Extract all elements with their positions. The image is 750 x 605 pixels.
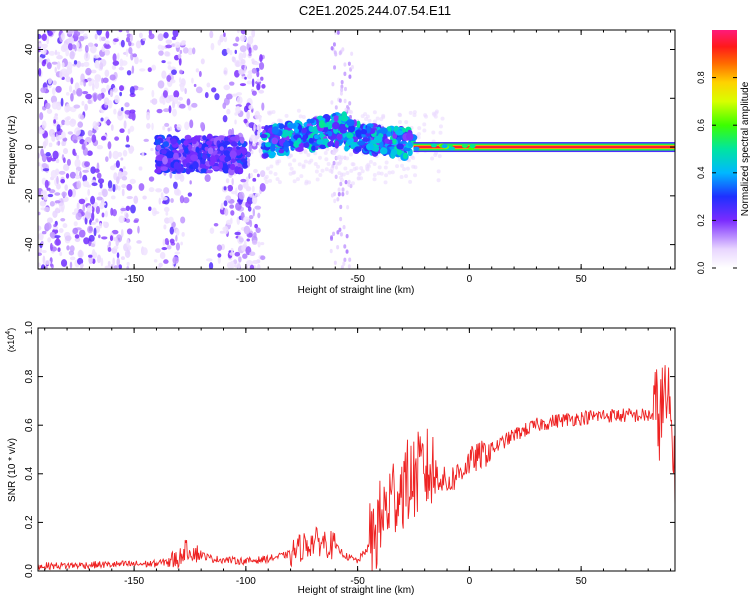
y-tick-label: 0.0 xyxy=(24,564,35,578)
snr-scale-label: (x104) xyxy=(5,328,16,352)
colorbar-tick-label: 0.4 xyxy=(696,167,706,180)
x-tick-label: 0 xyxy=(467,274,473,285)
y-tick-label: 0.6 xyxy=(24,418,35,432)
y-tick-label: 20 xyxy=(24,92,35,104)
y-tick-label: 0.8 xyxy=(24,369,35,383)
snr-ylabel: SNR (10 * v/v) xyxy=(7,438,18,502)
y-tick-label: -40 xyxy=(24,237,35,252)
x-tick-label: -100 xyxy=(236,274,256,285)
spectrogram-xlabel: Height of straight line (km) xyxy=(298,285,415,296)
colorbar-tick-label: 0.8 xyxy=(696,71,706,84)
x-tick-label: 50 xyxy=(576,576,588,587)
snr-xlabel: Height of straight line (km) xyxy=(298,585,415,596)
x-tick-label: -100 xyxy=(236,576,256,587)
spectrogram-ylabel: Frequency (Hz) xyxy=(7,116,18,185)
colorbar-tick-label: 0.2 xyxy=(696,214,706,227)
x-tick-label: -150 xyxy=(124,576,144,587)
snr-scale-base: (x10 xyxy=(6,335,16,353)
y-tick-label: 0.4 xyxy=(24,466,35,480)
svg-text:(x104): (x104) xyxy=(5,328,16,352)
colorbar-tick-label: 0.6 xyxy=(696,119,706,132)
y-tick-label: -20 xyxy=(24,188,35,203)
x-tick-label: 50 xyxy=(576,274,588,285)
snr-frame xyxy=(38,328,675,571)
snr-plot-area xyxy=(38,365,675,571)
figure-title: C2E1.2025.244.07.54.E11 xyxy=(299,3,451,18)
y-tick-label: 40 xyxy=(24,44,35,56)
colorbar-tick-label: 0.0 xyxy=(696,262,706,275)
spectrogram-image xyxy=(35,27,675,273)
y-tick-label: 1.0 xyxy=(24,321,35,335)
colorbar-label: Normalized spectral amplitude xyxy=(740,81,750,216)
colorbar xyxy=(712,30,737,268)
snr-series-line xyxy=(38,365,675,571)
x-tick-label: -150 xyxy=(124,274,144,285)
x-tick-label: -50 xyxy=(350,274,365,285)
y-tick-label: 0.2 xyxy=(24,515,35,529)
x-tick-label: 0 xyxy=(467,576,473,587)
y-tick-label: 0 xyxy=(24,144,35,150)
